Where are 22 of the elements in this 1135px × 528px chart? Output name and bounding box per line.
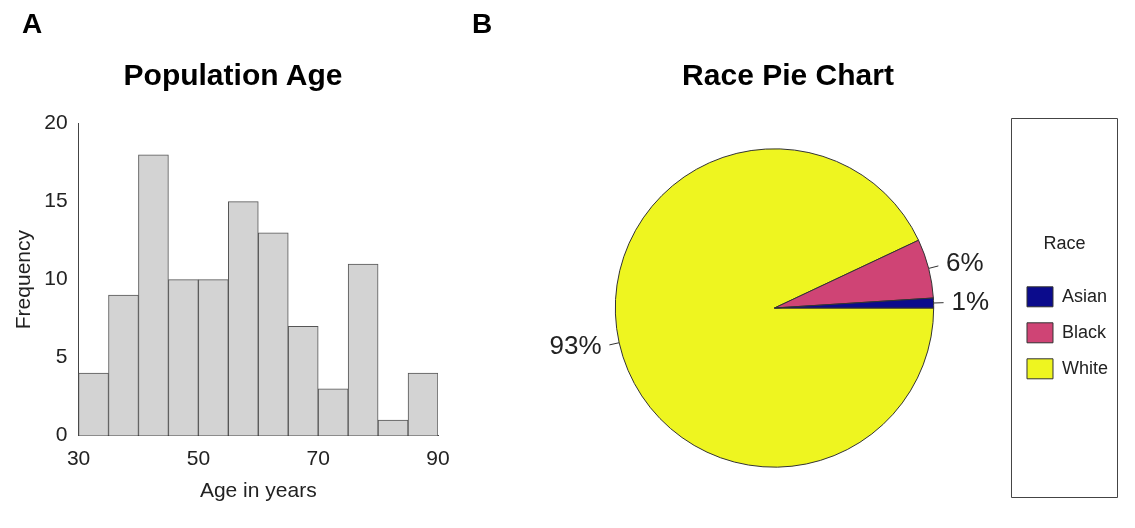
y-tick-label: 0 <box>55 422 68 446</box>
legend-label: Asian <box>1061 285 1108 306</box>
x-tick-label: 50 <box>186 446 211 469</box>
legend-label: Black <box>1061 321 1107 342</box>
chart-title: Race Pie Chart <box>681 58 895 93</box>
x-axis-title: Age in years <box>199 478 317 502</box>
y-tick-label: 10 <box>44 266 68 290</box>
text: A <box>22 8 43 39</box>
y-tick-label: 20 <box>44 110 68 134</box>
x-tick-label: 30 <box>66 446 91 469</box>
legend-title: Race <box>1043 233 1086 254</box>
x-tick-label: 90 <box>426 446 450 469</box>
legend-label: White <box>1061 357 1108 378</box>
text: B <box>472 8 493 39</box>
data-label: 1% <box>951 285 990 316</box>
y-tick-label: 15 <box>44 188 68 212</box>
y-tick-label: 5 <box>55 344 68 368</box>
chart-title: Population Age <box>122 58 344 93</box>
data-label: 6% <box>946 247 984 278</box>
x-tick-label: 70 <box>306 446 330 469</box>
data-label: 93% <box>549 329 602 360</box>
y-axis-title: Frequency <box>11 229 35 330</box>
